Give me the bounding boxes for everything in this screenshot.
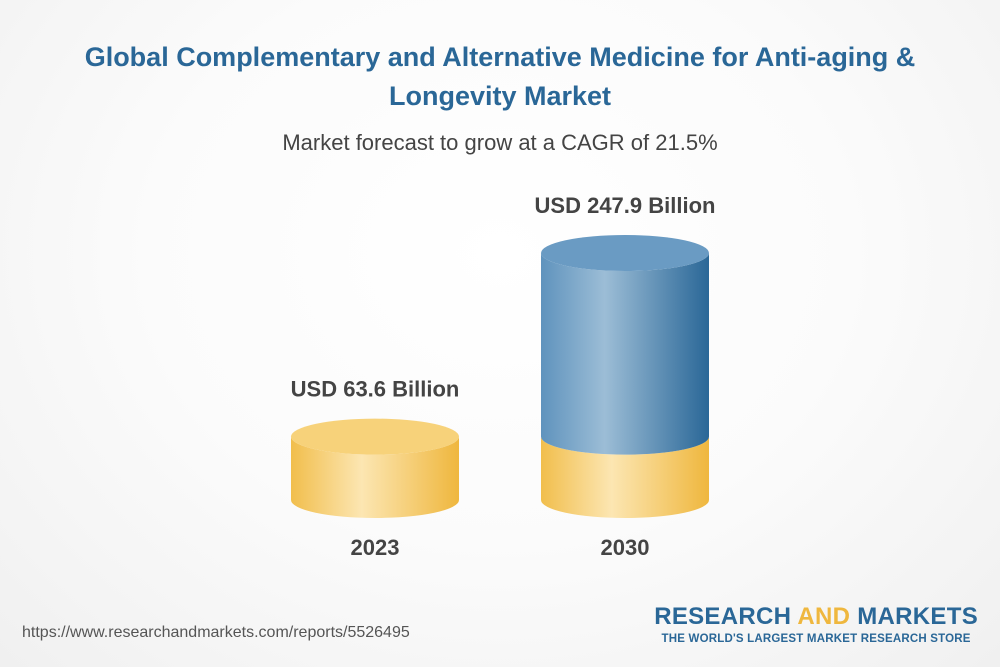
category-label-2023: 2023 [351, 535, 400, 560]
bar-2030-base-segment [541, 436, 709, 518]
bar-2023-top [291, 418, 459, 455]
source-url[interactable]: https://www.researchandmarkets.com/repor… [22, 624, 410, 641]
bar-2030-growth-segment [541, 253, 709, 455]
brand-name: RESEARCH AND MARKETS [654, 604, 978, 630]
bar-2030 [541, 235, 709, 518]
bars-group [291, 235, 709, 518]
brand-tagline: THE WORLD'S LARGEST MARKET RESEARCH STOR… [661, 633, 971, 645]
data-label-2023: USD 63.6 Billion [291, 377, 460, 402]
labels-group: USD 63.6 Billion 2023 USD 247.9 Billion 203… [291, 193, 716, 560]
category-label-2030: 2030 [601, 535, 650, 560]
bar-2023 [291, 418, 459, 518]
data-label-2030: USD 247.9 Billion [535, 193, 716, 218]
brand-name-part1: RESEARCH [654, 603, 798, 630]
chart-subtitle: Market forecast to grow at a CAGR of 21.… [282, 130, 718, 155]
brand-name-part3: MARKETS [850, 603, 978, 630]
chart-title: Global Complementary and Alternative Med… [84, 42, 916, 111]
brand-name-accent: AND [797, 603, 851, 630]
bar-2030-top [541, 235, 709, 271]
brand-logo: RESEARCH AND MARKETS THE WORLD'S LARGEST… [654, 604, 978, 646]
bar-2023-body [291, 436, 459, 518]
